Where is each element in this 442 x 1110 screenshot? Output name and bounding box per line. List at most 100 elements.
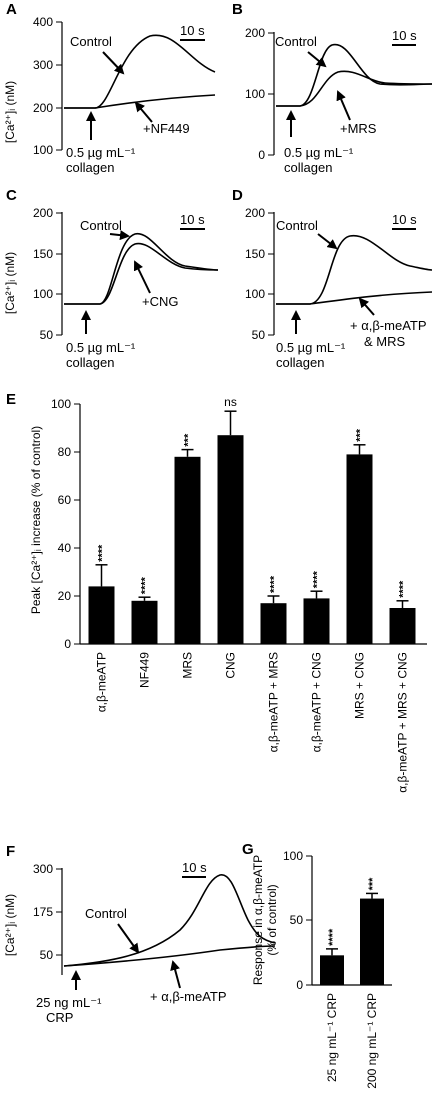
panel-b-tick: 100 xyxy=(245,87,265,101)
panel-f-control-trace xyxy=(63,874,276,967)
panel-c-tick: 100 xyxy=(33,287,53,301)
panel-a-stimulus-line2: collagen xyxy=(66,160,114,175)
panel-d-control-label: Control xyxy=(276,218,318,233)
panel-d-treatment-trace xyxy=(276,291,433,305)
panel-b-treatment-arrow xyxy=(336,90,351,121)
bar xyxy=(389,608,416,644)
panel-f-label: F xyxy=(6,843,15,860)
panel-e-tick: 0 xyxy=(64,637,71,651)
panel-d-tick: 100 xyxy=(245,287,265,301)
panel-d-ticks: 200 150 100 50 xyxy=(245,206,274,342)
panel-f-stimulus-line2: CRP xyxy=(46,1010,73,1025)
panel-b-control-label: Control xyxy=(275,34,317,49)
panel-e-tick: 20 xyxy=(58,589,72,603)
bar xyxy=(320,955,344,985)
panel-b-control-trace xyxy=(276,44,433,107)
panel-a-control-arrow xyxy=(102,51,125,75)
panel-b-scalebar-label: 10 s xyxy=(392,28,417,43)
significance-label: **** xyxy=(97,544,109,562)
panel-a: A [Ca²⁺]ᵢ (nM) 400 300 200 100 Control +… xyxy=(3,1,216,175)
panel-g-ylabel-line1: Response in α,β-meATP xyxy=(251,855,265,985)
panel-d-treatment-arrow xyxy=(358,297,375,316)
panel-b-tick: 0 xyxy=(258,148,265,162)
bar xyxy=(131,600,158,644)
bar xyxy=(360,898,384,985)
panel-d-treatment-label1: + α,β-meATP xyxy=(350,318,427,333)
bar xyxy=(260,603,287,644)
panel-e: E Peak [Ca²⁺]ᵢ increase (% of control) 1… xyxy=(6,391,427,793)
panel-f-tick: 50 xyxy=(40,948,54,962)
panel-a-scalebar-label: 10 s xyxy=(180,23,205,38)
panel-b-label: B xyxy=(232,1,243,18)
panel-g-tick: 100 xyxy=(283,849,303,863)
panel-d: D 200 150 100 50 Control + α,β-meATP & M… xyxy=(232,187,433,370)
category-label: α,β-meATP + CNG xyxy=(310,652,324,752)
panel-d-label: D xyxy=(232,187,243,204)
category-label: MRS xyxy=(181,652,195,679)
panel-g: G Response in α,β-meATP (% of control) 1… xyxy=(242,841,392,1089)
panel-b-treatment-label: +MRS xyxy=(340,121,377,136)
category-label: α,β-meATP + MRS xyxy=(267,652,281,752)
bar xyxy=(217,435,244,644)
panel-f-control-arrow xyxy=(117,923,140,954)
category-label: α,β-meATP xyxy=(95,652,109,712)
panel-e-tick: 80 xyxy=(58,445,72,459)
panel-c-tick: 150 xyxy=(33,247,53,261)
panel-e-label: E xyxy=(6,391,16,408)
panel-b: B 200 100 0 Control +MRS 10 s 0.5 µg mL⁻… xyxy=(232,1,433,175)
bar xyxy=(174,456,201,644)
panel-c: C [Ca²⁺]ᵢ (nM) 200 150 100 50 Control +C… xyxy=(3,187,219,370)
panel-f-ylabel: [Ca²⁺]ᵢ (nM) xyxy=(3,894,17,956)
panel-f-scalebar-label: 10 s xyxy=(182,860,207,875)
category-label: 200 ng mL⁻¹ CRP xyxy=(365,993,379,1089)
panel-f-treatment-trace xyxy=(63,945,276,967)
panel-a-ticks: 400 300 200 100 xyxy=(33,15,62,157)
panel-a-tick: 200 xyxy=(33,101,53,115)
significance-label: **** xyxy=(327,928,339,946)
panel-f-control-label: Control xyxy=(85,906,127,921)
panel-a-treatment-arrow xyxy=(134,101,153,123)
panel-e-tick: 100 xyxy=(51,397,71,411)
panel-f-treatment-arrow xyxy=(170,960,181,989)
panel-c-treatment-trace xyxy=(64,242,219,305)
panel-d-control-trace xyxy=(276,235,433,305)
panel-b-tick: 200 xyxy=(245,26,265,40)
panel-f-stimulus-line1: 25 ng mL⁻¹ xyxy=(36,995,102,1010)
panel-a-tick: 400 xyxy=(33,15,53,29)
panel-b-stimulus-line1: 0.5 µg mL⁻¹ xyxy=(284,145,354,160)
panel-f-treatment-label: + α,β-meATP xyxy=(150,989,227,1004)
significance-label: **** xyxy=(398,580,410,598)
category-label: MRS + CNG xyxy=(353,652,367,719)
panel-c-tick: 200 xyxy=(33,206,53,220)
panel-b-control-arrow xyxy=(307,51,327,68)
panel-g-ticks: 100 50 0 xyxy=(283,849,312,992)
panel-g-tick: 0 xyxy=(296,978,303,992)
panel-e-tick: 60 xyxy=(58,493,72,507)
significance-label: **** xyxy=(312,570,324,588)
panel-b-ticks: 200 100 0 xyxy=(245,26,274,162)
panel-c-treatment-label: +CNG xyxy=(142,294,178,309)
panel-g-bars: **** 25 ng mL⁻¹ CRP *** 200 ng mL⁻¹ CRP xyxy=(320,877,384,1089)
panel-e-tick: 40 xyxy=(58,541,72,555)
bar xyxy=(303,598,330,644)
panel-a-ylabel: [Ca²⁺]ᵢ (nM) xyxy=(3,81,17,143)
panel-a-label: A xyxy=(6,1,17,18)
panel-a-tick: 300 xyxy=(33,58,53,72)
panel-d-tick: 150 xyxy=(245,247,265,261)
significance-label: ns xyxy=(224,395,237,409)
panel-d-scalebar-label: 10 s xyxy=(392,212,417,227)
category-label: NF449 xyxy=(138,652,152,688)
panel-d-control-arrow xyxy=(317,233,338,250)
category-label: 25 ng mL⁻¹ CRP xyxy=(325,993,339,1082)
bar xyxy=(346,454,373,644)
panel-c-ylabel: [Ca²⁺]ᵢ (nM) xyxy=(3,252,17,314)
panel-d-tick: 50 xyxy=(252,328,266,342)
panel-c-ticks: 200 150 100 50 xyxy=(33,206,62,342)
panel-a-control-label: Control xyxy=(70,34,112,49)
panel-d-stimulus-line2: collagen xyxy=(276,355,324,370)
panel-c-scalebar-label: 10 s xyxy=(180,212,205,227)
panel-c-stimulus-line2: collagen xyxy=(66,355,114,370)
significance-label: *** xyxy=(355,428,367,442)
panel-f: F [Ca²⁺]ᵢ (nM) 300 175 50 Control + α,β-… xyxy=(3,843,276,1025)
